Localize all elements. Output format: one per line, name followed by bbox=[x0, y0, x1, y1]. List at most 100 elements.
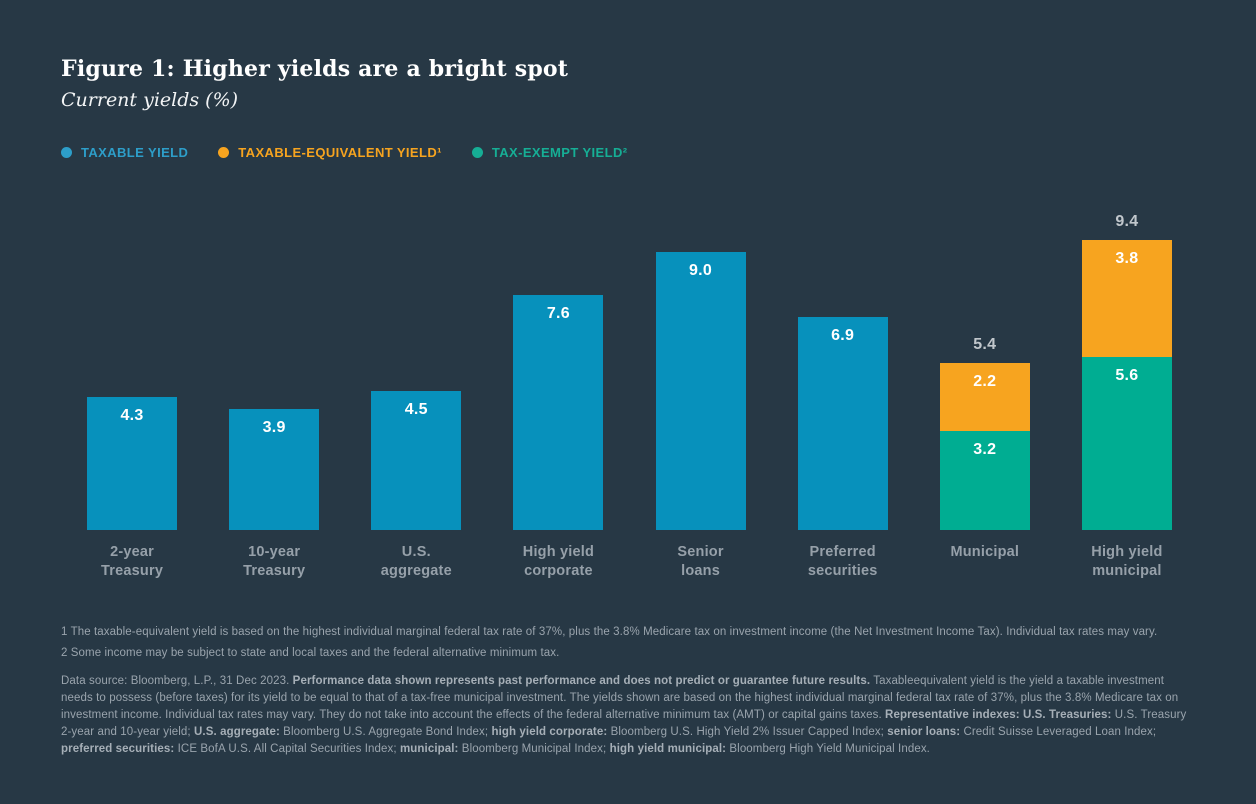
category-label-line: municipal bbox=[1092, 563, 1162, 579]
footnote-1: 1 The taxable-equivalent yield is based … bbox=[61, 626, 1158, 638]
bar-column: 4.3 2-year Treasury bbox=[61, 190, 203, 581]
bar: 7.6 bbox=[513, 295, 604, 530]
legend-dot-icon bbox=[471, 147, 483, 158]
category-label: 10-year Treasury bbox=[243, 543, 305, 581]
bar-area: 3.9 bbox=[229, 190, 320, 530]
footnote-2: 2 Some income may be subject to state an… bbox=[61, 647, 560, 659]
chart-legend: TAXABLE YIELD TAXABLE-EQUIVALENT YIELD¹ TA… bbox=[61, 145, 1198, 160]
category-label-line: Preferred bbox=[809, 544, 876, 560]
bar-value-label: 2.2 bbox=[973, 373, 997, 390]
category-label: Municipal bbox=[950, 543, 1019, 562]
category-label-line: High yield bbox=[1091, 544, 1163, 560]
figure-subtitle: Current yields (%) bbox=[61, 89, 239, 111]
disclosure-bold-text: high yield municipal: bbox=[609, 743, 727, 755]
bar-segment: 4.3 bbox=[87, 397, 178, 530]
legend-item-taxable-yield: TAXABLE YIELD bbox=[61, 145, 188, 160]
bar-segment: 3.9 bbox=[229, 409, 320, 530]
category-label-line: 10-year bbox=[248, 544, 301, 560]
bar-segment: 3.2 bbox=[939, 431, 1030, 530]
bar-value-label: 3.9 bbox=[262, 419, 286, 436]
bar-segment: 3.8 bbox=[1081, 240, 1172, 357]
category-label: U.S. aggregate bbox=[381, 543, 452, 581]
bar-chart: 4.3 2-year Treasury 3.9 10-year Treasury 4.5 U.… bbox=[61, 190, 1198, 581]
category-label-line: loans bbox=[681, 563, 720, 579]
bar-column: 3.9 10-year Treasury bbox=[203, 190, 345, 581]
category-label: High yield corporate bbox=[523, 543, 594, 581]
bar-value-label: 3.8 bbox=[1115, 250, 1139, 267]
legend-item-tax-exempt-yield: TAX-EXEMPT YIELD² bbox=[471, 145, 628, 160]
disclosure-bold-text: municipal: bbox=[399, 743, 459, 755]
legend-item-taxable-equivalent-yield: TAXABLE-EQUIVALENT YIELD¹ bbox=[218, 145, 442, 160]
bar-area: 7.6 bbox=[513, 190, 604, 530]
category-label: Senior loans bbox=[677, 543, 723, 581]
disclosure-bold-text: preferred securities: bbox=[61, 743, 175, 755]
bar-area: 4.5 bbox=[371, 190, 462, 530]
category-label-line: U.S. bbox=[401, 544, 431, 560]
legend-dot-icon bbox=[218, 147, 230, 158]
legend-item-label: TAXABLE YIELD bbox=[81, 145, 189, 160]
disclosure-text: Credit Suisse Leveraged Loan Index; bbox=[960, 726, 1157, 738]
disclosure-text: ICE BofA U.S. All Capital Securities Ind… bbox=[174, 743, 400, 755]
data-source-disclosure: Data source: Bloomberg, L.P., 31 Dec 202… bbox=[61, 673, 1198, 758]
bar-area: 6.9 bbox=[797, 190, 888, 530]
bar-segment: 2.2 bbox=[939, 363, 1030, 431]
bar-area: 4.3 bbox=[87, 190, 178, 530]
bar-segment: 4.5 bbox=[371, 391, 462, 530]
bar: 2.2 3.2 bbox=[939, 363, 1030, 530]
bar-value-label: 4.5 bbox=[404, 401, 428, 418]
legend-dot-icon bbox=[61, 147, 72, 158]
disclosure-bold-text: Representative indexes: U.S. Treasuries: bbox=[885, 709, 1112, 721]
category-label-line: securities bbox=[807, 563, 878, 579]
bar: 3.8 5.6 bbox=[1081, 240, 1172, 530]
disclosure-text: U.S. Treasury 2-year and 10-year yield; bbox=[61, 709, 1187, 738]
bar-value-label: 6.9 bbox=[831, 327, 855, 344]
category-label-line: Treasury bbox=[243, 563, 306, 579]
category-label-line: Senior bbox=[677, 544, 724, 560]
bar-segment: 9.0 bbox=[655, 252, 746, 530]
bar-value-label: 5.6 bbox=[1115, 367, 1139, 384]
bar-value-label: 4.3 bbox=[120, 407, 144, 424]
disclosure-text: Bloomberg U.S. High Yield 2% Issuer Capp… bbox=[607, 726, 888, 738]
bar-area: 9.4 3.8 5.6 bbox=[1081, 190, 1172, 530]
bar-area: 5.4 2.2 3.2 bbox=[939, 190, 1030, 530]
bar-segment: 5.6 bbox=[1081, 357, 1172, 530]
disclosure-text: Taxableequivalent yield is the yield a t… bbox=[61, 675, 1179, 721]
bar-value-label: 7.6 bbox=[546, 305, 571, 322]
bar-segment: 7.6 bbox=[513, 295, 604, 530]
disclosure-text: Data source: Bloomberg, L.P., 31 Dec 202… bbox=[61, 675, 293, 687]
bar: 4.5 bbox=[371, 391, 462, 530]
disclosure-bold-text: high yield corporate: bbox=[491, 726, 608, 738]
category-label-line: Treasury bbox=[101, 563, 164, 579]
bar: 9.0 bbox=[655, 252, 746, 530]
bar: 3.9 bbox=[229, 409, 320, 530]
disclosure-text: Bloomberg U.S. Aggregate Bond Index; bbox=[279, 726, 492, 738]
stack-total-label: 5.4 bbox=[973, 336, 997, 353]
disclosure-bold-text: senior loans: bbox=[887, 726, 961, 738]
category-label: Preferred securities bbox=[808, 543, 878, 581]
disclosure-bold-text: Performance data shown represents past p… bbox=[292, 675, 871, 687]
bar: 4.3 bbox=[87, 397, 178, 530]
disclosure-text: Bloomberg Municipal Index; bbox=[458, 743, 610, 755]
category-label: High yield municipal bbox=[1091, 543, 1162, 581]
stack-total-label: 9.4 bbox=[1115, 213, 1139, 230]
bar-value-label: 9.0 bbox=[688, 262, 713, 279]
category-label-line: Municipal bbox=[950, 544, 1020, 560]
figure-title: Figure 1: Higher yields are a bright spo… bbox=[61, 56, 569, 82]
bar-value-label: 3.2 bbox=[973, 441, 997, 458]
category-label-line: High yield bbox=[522, 544, 595, 560]
bar-segment: 6.9 bbox=[797, 317, 888, 530]
disclosure-bold-text: U.S. aggregate: bbox=[194, 726, 280, 738]
legend-item-label: TAX-EXEMPT YIELD² bbox=[491, 145, 628, 160]
bar-column: 9.0 Senior loans bbox=[630, 190, 772, 581]
bar-column: 4.5 U.S. aggregate bbox=[345, 190, 487, 581]
category-label-line: aggregate bbox=[380, 563, 452, 579]
bar-column: 5.4 2.2 3.2 Municipal bbox=[914, 190, 1056, 581]
footnotes: 1 The taxable-equivalent yield is based … bbox=[61, 622, 1198, 664]
category-label-line: 2-year bbox=[110, 544, 155, 560]
bar: 6.9 bbox=[797, 317, 888, 530]
category-label-line: corporate bbox=[524, 563, 593, 579]
disclosure-text: Bloomberg High Yield Municipal Index. bbox=[726, 743, 930, 755]
bar-column: 6.9 Preferred securities bbox=[772, 190, 914, 581]
bar-column: 9.4 3.8 5.6 High yield municipal bbox=[1056, 190, 1198, 581]
